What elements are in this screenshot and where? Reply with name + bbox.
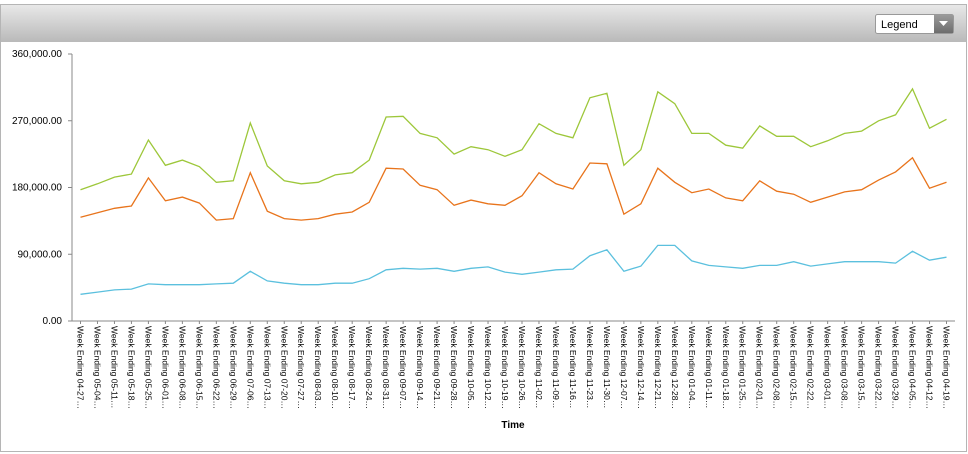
x-tick-label: Week Ending 11-16… <box>568 326 578 408</box>
y-tick-label: 90,000.00 <box>18 249 63 260</box>
x-tick-label: Week Ending 06-08… <box>177 326 187 409</box>
x-tick-label: Week Ending 07-13… <box>262 326 272 409</box>
x-tick-label: Week Ending 04-19… <box>942 326 952 409</box>
x-tick-label: Week Ending 03-08… <box>840 326 850 409</box>
legend-dropdown[interactable]: Legend <box>875 14 954 34</box>
x-tick-label: Week Ending 04-12… <box>925 326 935 409</box>
x-tick-label: Week Ending 05-11… <box>109 326 119 408</box>
header-bar <box>1 5 966 42</box>
x-tick-label: Week Ending 11-30… <box>602 326 612 408</box>
x-tick-label: Week Ending 08-10… <box>330 326 340 409</box>
x-tick-label: Week Ending 08-24… <box>364 326 374 409</box>
x-tick-label: Week Ending 05-18… <box>126 326 136 409</box>
x-tick-label: Week Ending 01-18… <box>721 326 731 409</box>
x-tick-label: Week Ending 12-07… <box>619 326 629 409</box>
y-tick-label: 0.00 <box>43 316 63 327</box>
x-tick-label: Week Ending 11-09… <box>551 326 561 408</box>
x-tick-label: Week Ending 03-01… <box>823 326 833 409</box>
x-tick-label: Week Ending 01-11… <box>704 326 714 408</box>
x-tick-label: Week Ending 06-01… <box>160 326 170 409</box>
x-tick-label: Week Ending 03-15… <box>857 326 867 409</box>
x-tick-label: Week Ending 10-05… <box>466 326 476 409</box>
x-tick-label: Week Ending 08-03… <box>313 326 323 409</box>
x-axis-title: Time <box>501 420 525 431</box>
x-tick-label: Week Ending 07-20… <box>279 326 289 409</box>
x-tick-label: Week Ending 02-01… <box>755 326 765 409</box>
x-tick-label: Week Ending 10-19… <box>500 326 510 409</box>
x-tick-label: Week Ending 05-04… <box>92 326 102 409</box>
series-line <box>80 156 947 221</box>
x-tick-label: Week Ending 04-05… <box>908 326 918 409</box>
x-tick-label: Week Ending 10-12… <box>483 326 493 409</box>
x-tick-label: Week Ending 09-14… <box>415 326 425 409</box>
x-tick-label: Week Ending 02-15… <box>789 326 799 409</box>
y-tick-label: 360,000.00 <box>12 49 62 60</box>
series-line <box>80 244 947 295</box>
x-tick-label: Week Ending 02-08… <box>772 326 782 409</box>
x-tick-label: Week Ending 07-27… <box>296 326 306 409</box>
x-tick-label: Week Ending 12-28… <box>670 326 680 409</box>
x-tick-label: Week Ending 03-22… <box>874 326 884 409</box>
y-tick-label: 270,000.00 <box>12 116 62 127</box>
x-tick-label: Week Ending 10-26… <box>517 326 527 409</box>
x-tick-label: Week Ending 06-15… <box>194 326 204 409</box>
x-tick-label: Week Ending 03-29… <box>891 326 901 409</box>
x-tick-label: Week Ending 07-06… <box>245 326 255 409</box>
panel-frame <box>0 4 967 452</box>
series-line <box>80 87 947 191</box>
x-tick-label: Week Ending 08-17… <box>347 326 357 409</box>
x-tick-label: Week Ending 08-31… <box>381 326 391 409</box>
x-tick-label: Week Ending 09-28… <box>449 326 459 409</box>
x-tick-label: Week Ending 04-27… <box>75 326 85 409</box>
x-tick-label: Week Ending 06-29… <box>228 326 238 409</box>
dropdown-arrow[interactable] <box>939 21 948 26</box>
x-tick-label: Week Ending 06-22… <box>211 326 221 409</box>
x-tick-label: Week Ending 02-22… <box>806 326 816 409</box>
x-tick-label: Week Ending 09-07… <box>398 326 408 409</box>
y-tick-label: 180,000.00 <box>12 183 62 194</box>
x-tick-label: Week Ending 09-21… <box>432 326 442 409</box>
x-tick-label: Week Ending 12-21… <box>653 326 663 409</box>
dropdown-label[interactable]: Legend <box>881 19 918 31</box>
x-tick-label: Week Ending 01-25… <box>738 326 748 409</box>
x-tick-label: Week Ending 11-23… <box>585 326 595 408</box>
x-tick-label: Week Ending 01-04… <box>687 326 697 409</box>
x-tick-label: Week Ending 12-14… <box>636 326 646 409</box>
x-tick-label: Week Ending 05-25… <box>143 326 153 409</box>
x-tick-label: Week Ending 11-02… <box>534 326 544 408</box>
